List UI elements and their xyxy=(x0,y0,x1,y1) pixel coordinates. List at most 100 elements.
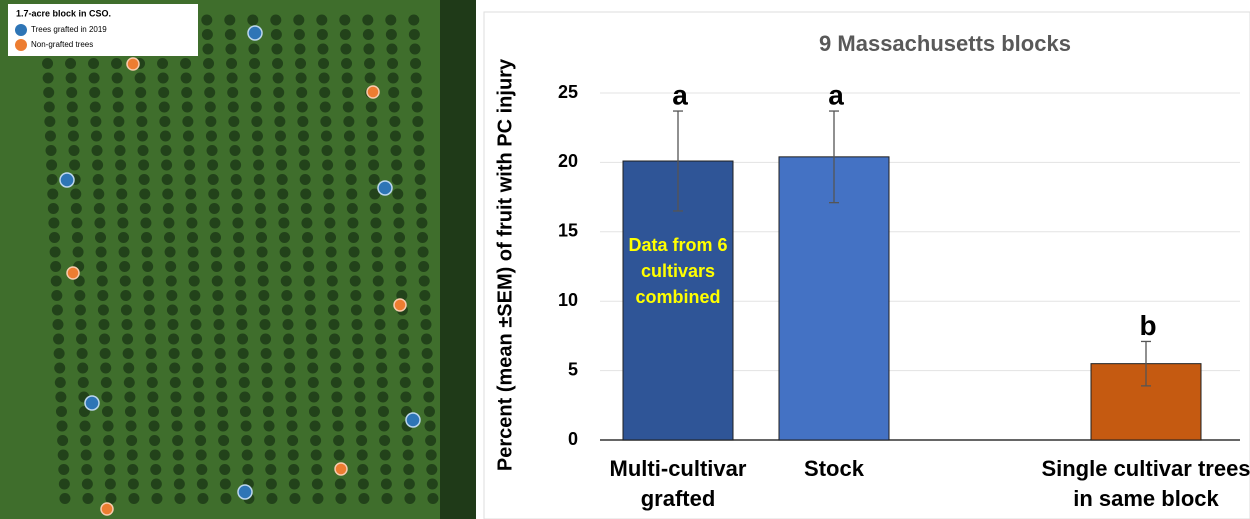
tree xyxy=(330,363,341,374)
tree xyxy=(166,276,177,287)
tree xyxy=(251,116,262,127)
tree xyxy=(207,160,218,171)
tree xyxy=(261,348,272,359)
tree xyxy=(277,189,288,200)
tree xyxy=(190,319,201,330)
tree xyxy=(71,203,82,214)
tree xyxy=(328,319,339,330)
tree xyxy=(142,261,153,272)
tree xyxy=(59,493,70,504)
tree xyxy=(104,450,115,461)
tree xyxy=(317,44,328,55)
tree xyxy=(305,305,316,316)
tree xyxy=(427,479,438,490)
tree xyxy=(333,435,344,446)
tree xyxy=(351,319,362,330)
tree xyxy=(274,102,285,113)
tree xyxy=(241,421,252,432)
tree xyxy=(311,464,322,475)
tree xyxy=(191,334,202,345)
tree xyxy=(164,232,175,243)
tree xyxy=(325,232,336,243)
tree xyxy=(190,305,201,316)
tree xyxy=(90,102,101,113)
tree xyxy=(180,58,191,69)
tree xyxy=(282,305,293,316)
tree xyxy=(288,464,299,475)
tree xyxy=(303,261,314,272)
tree xyxy=(69,160,80,171)
tree xyxy=(426,450,437,461)
tree xyxy=(77,348,88,359)
tree xyxy=(388,73,399,84)
legend-item: Trees grafted in 2019 xyxy=(31,25,107,34)
tree xyxy=(135,87,146,98)
tree xyxy=(289,493,300,504)
tree xyxy=(136,102,147,113)
tree xyxy=(67,116,78,127)
tree xyxy=(307,348,318,359)
tree xyxy=(258,290,269,301)
tree xyxy=(216,377,227,388)
tree xyxy=(141,232,152,243)
tree xyxy=(234,247,245,258)
tree xyxy=(400,392,411,403)
tree xyxy=(189,276,200,287)
tree xyxy=(186,203,197,214)
dot xyxy=(406,413,420,427)
tree xyxy=(252,131,263,142)
tree xyxy=(120,290,131,301)
tree xyxy=(294,29,305,40)
tree xyxy=(303,247,314,258)
tree xyxy=(170,377,181,388)
tree xyxy=(350,276,361,287)
tree xyxy=(113,116,124,127)
tree xyxy=(270,15,281,26)
tree xyxy=(203,58,214,69)
tree xyxy=(309,406,320,417)
tree xyxy=(391,145,402,156)
tree xyxy=(363,29,374,40)
tree xyxy=(412,116,423,127)
tree xyxy=(117,218,128,229)
tree xyxy=(271,44,282,55)
tree xyxy=(103,421,114,432)
tree xyxy=(206,131,217,142)
tree xyxy=(323,174,334,185)
tree xyxy=(162,174,173,185)
tree xyxy=(376,363,387,374)
tree xyxy=(47,174,58,185)
tree xyxy=(92,145,103,156)
tree xyxy=(378,406,389,417)
tree xyxy=(193,392,204,403)
tree xyxy=(163,203,174,214)
tree xyxy=(66,73,77,84)
tree xyxy=(195,421,206,432)
tree xyxy=(95,232,106,243)
tree xyxy=(49,232,60,243)
tree xyxy=(212,276,223,287)
tree xyxy=(126,421,137,432)
tree xyxy=(235,290,246,301)
tree xyxy=(228,116,239,127)
tree xyxy=(422,363,433,374)
tree xyxy=(147,392,158,403)
tree xyxy=(44,102,55,113)
tree xyxy=(211,247,222,258)
tree xyxy=(253,145,264,156)
tree xyxy=(327,290,338,301)
dot xyxy=(394,299,406,311)
tree xyxy=(355,406,366,417)
tree xyxy=(183,131,194,142)
tree xyxy=(166,290,177,301)
tree xyxy=(46,145,57,156)
tree xyxy=(372,261,383,272)
tree xyxy=(100,363,111,374)
tree xyxy=(365,73,376,84)
tree xyxy=(220,479,231,490)
tree xyxy=(302,232,313,243)
tree xyxy=(410,58,421,69)
significance-letter: b xyxy=(1139,310,1156,341)
tree xyxy=(262,377,273,388)
tree xyxy=(305,319,316,330)
